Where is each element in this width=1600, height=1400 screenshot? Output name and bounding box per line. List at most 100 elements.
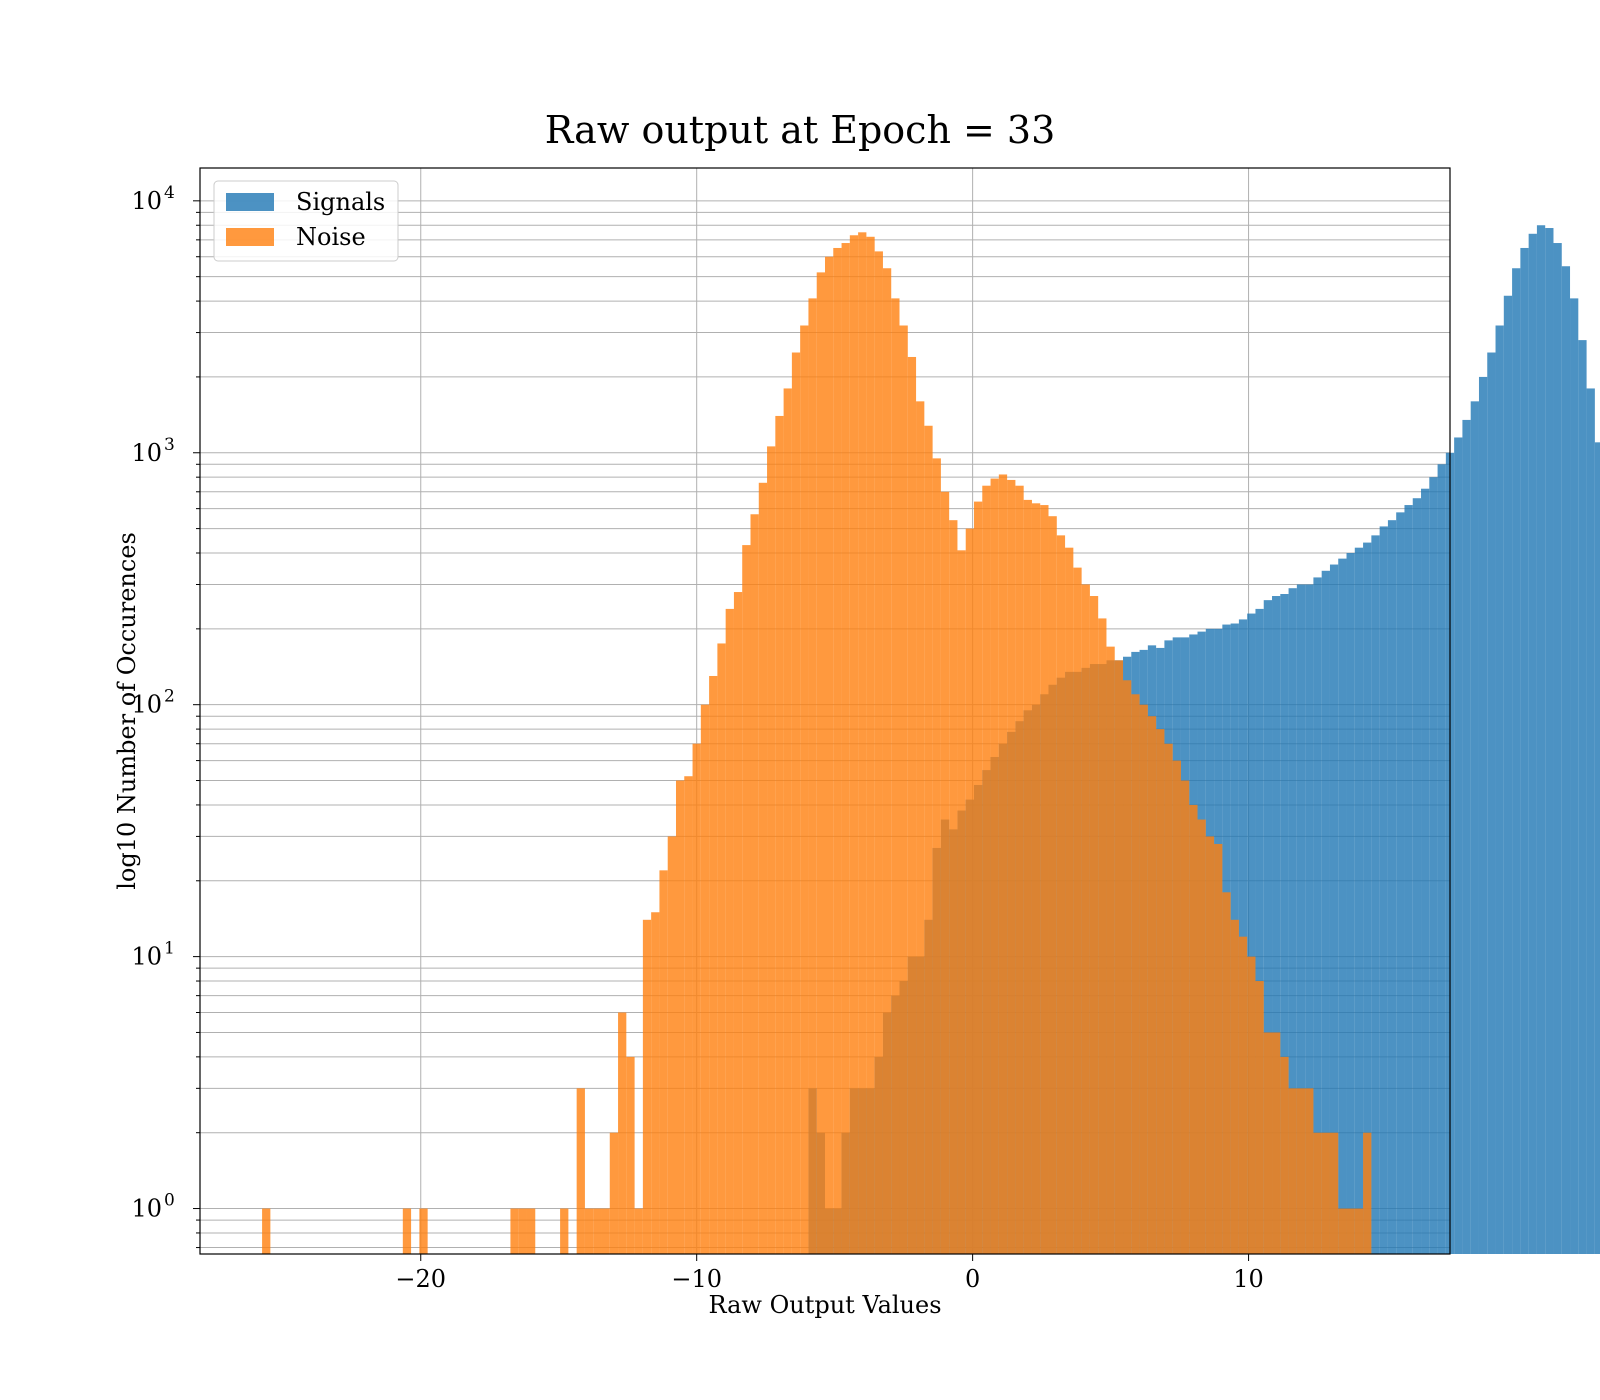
bar-noise-105 <box>1131 694 1140 1254</box>
bar-noise-50 <box>675 780 685 1254</box>
bar-signals-72 <box>1404 505 1413 1254</box>
bar-noise-51 <box>684 776 693 1254</box>
bar-signals-66 <box>1354 547 1364 1254</box>
bar-signals-78 <box>1454 437 1463 1254</box>
bar-signals-79 <box>1462 419 1471 1254</box>
bar-noise-53 <box>700 704 710 1254</box>
bar-noise-59 <box>750 514 759 1254</box>
bar-noise-36 <box>560 1208 569 1254</box>
bar-noise-92 <box>1023 499 1032 1254</box>
bar-noise-54 <box>709 675 718 1254</box>
bar-noise-98 <box>1073 567 1082 1254</box>
bar-noise-117 <box>1230 919 1239 1254</box>
x-tick-label-1: −10 <box>671 1265 722 1293</box>
bar-signals-80 <box>1470 401 1479 1255</box>
bar-noise-48 <box>659 870 668 1254</box>
bar-noise-107 <box>1147 716 1157 1254</box>
bar-noise-47 <box>651 912 660 1254</box>
bar-noise-0 <box>262 1208 271 1254</box>
bar-noise-75 <box>882 268 892 1254</box>
bar-noise-84 <box>957 550 966 1254</box>
bar-noise-60 <box>758 482 768 1254</box>
bar-signals-95 <box>1594 442 1600 1255</box>
bar-noise-61 <box>767 446 776 1254</box>
bar-noise-86 <box>974 501 983 1254</box>
bar-noise-122 <box>1272 1032 1281 1254</box>
bar-noise-99 <box>1081 584 1090 1254</box>
bar-signals-55 <box>1263 600 1273 1254</box>
bar-noise-52 <box>692 743 701 1254</box>
bar-signals-88 <box>1536 225 1546 1254</box>
bar-noise-78 <box>907 356 917 1255</box>
bar-noise-97 <box>1065 547 1074 1254</box>
bar-noise-58 <box>742 545 751 1254</box>
bar-noise-130 <box>1338 1208 1347 1254</box>
bar-noise-40 <box>593 1208 602 1254</box>
bar-noise-91 <box>1015 485 1024 1255</box>
bar-noise-64 <box>791 352 801 1254</box>
bar-noise-101 <box>1098 618 1107 1254</box>
y-tick-exponent-4: 4 <box>164 183 175 203</box>
bar-noise-65 <box>800 325 809 1254</box>
bar-signals-73 <box>1412 498 1422 1254</box>
bar-noise-62 <box>775 415 784 1254</box>
x-tick-label-2: 0 <box>965 1265 980 1293</box>
bar-signals-86 <box>1520 247 1529 1255</box>
bar-noise-110 <box>1172 760 1181 1254</box>
legend-label-noise: Noise <box>296 223 366 251</box>
bar-noise-66 <box>808 298 817 1254</box>
bar-signals-60 <box>1305 584 1314 1254</box>
x-axis-label: Raw Output Values <box>708 1291 941 1319</box>
bar-signals-93 <box>1578 340 1587 1254</box>
bar-noise-90 <box>1007 479 1016 1254</box>
bar-noise-80 <box>924 425 933 1254</box>
bar-noise-44 <box>626 1056 635 1254</box>
bar-noise-103 <box>1114 660 1124 1254</box>
legend-label-signals: Signals <box>296 188 385 216</box>
bar-noise-39 <box>584 1208 594 1254</box>
bar-signals-89 <box>1545 228 1554 1254</box>
legend-swatch-signals <box>226 193 274 211</box>
bar-signals-59 <box>1296 584 1306 1254</box>
bar-noise-116 <box>1222 892 1231 1254</box>
bar-noise-42 <box>609 1132 619 1254</box>
bar-noise-132 <box>1354 1208 1364 1254</box>
bar-signals-57 <box>1280 594 1289 1254</box>
bar-noise-46 <box>642 919 652 1254</box>
bar-signals-85 <box>1512 268 1521 1254</box>
y-tick-label-0: 10 <box>131 1195 162 1223</box>
bar-noise-76 <box>891 298 900 1254</box>
bar-noise-108 <box>1156 729 1165 1254</box>
bar-noise-43 <box>618 1012 627 1254</box>
bar-noise-30 <box>510 1208 519 1254</box>
bar-noise-55 <box>717 643 726 1254</box>
bar-noise-71 <box>849 235 859 1255</box>
bar-noise-112 <box>1189 804 1198 1254</box>
bar-signals-62 <box>1321 570 1330 1254</box>
bar-noise-17 <box>402 1208 412 1254</box>
bar-noise-94 <box>1040 505 1049 1254</box>
bar-noise-106 <box>1139 704 1148 1254</box>
bar-noise-121 <box>1263 1032 1273 1254</box>
bar-noise-113 <box>1197 819 1206 1254</box>
chart-title: Raw output at Epoch = 33 <box>545 108 1056 152</box>
y-tick-label-3: 10 <box>131 439 162 467</box>
y-tick-label-4: 10 <box>131 187 162 215</box>
bar-noise-81 <box>932 458 941 1255</box>
bar-noise-126 <box>1305 1088 1314 1254</box>
bar-noise-88 <box>990 478 999 1254</box>
bar-noise-68 <box>825 256 834 1254</box>
bar-signals-75 <box>1429 477 1438 1255</box>
bar-noise-56 <box>725 608 734 1254</box>
bar-signals-76 <box>1437 464 1446 1254</box>
bar-signals-67 <box>1363 542 1372 1254</box>
bar-signals-87 <box>1528 233 1537 1255</box>
bar-noise-32 <box>526 1208 536 1254</box>
bar-signals-94 <box>1586 388 1595 1254</box>
y-tick-exponent-1: 1 <box>164 939 175 959</box>
bar-signals-70 <box>1387 520 1397 1254</box>
bar-noise-73 <box>866 236 875 1254</box>
